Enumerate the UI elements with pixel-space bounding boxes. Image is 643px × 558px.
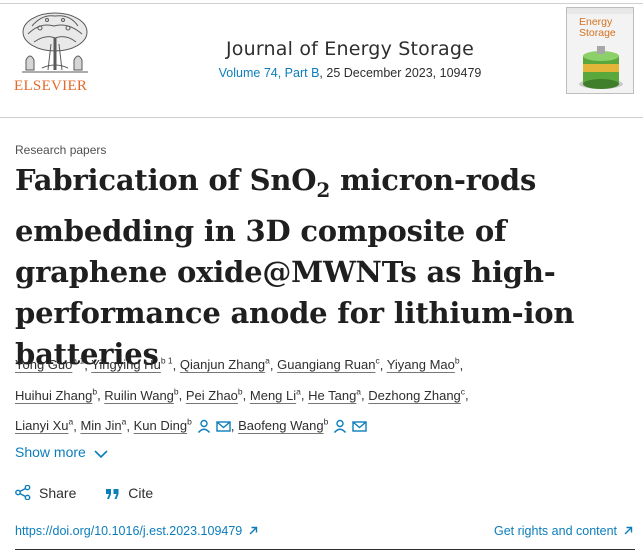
journal-meta: Volume 74, Part B, 25 December 2023, 109…: [160, 66, 540, 80]
author-name[interactable]: Guangiang Ruan: [277, 357, 376, 373]
chevron-down-icon: [94, 450, 108, 459]
quote-icon: [106, 489, 119, 499]
cover-title-line1: Energy: [579, 16, 613, 28]
author-affiliation: a: [356, 386, 362, 397]
volume-link[interactable]: Volume 74, Part B: [218, 66, 320, 80]
author-affiliation: a: [296, 386, 301, 397]
author-affiliation: b: [454, 356, 460, 366]
author-item: Min Jina: [80, 416, 127, 433]
journal-header: ELSEVIER Journal of Energy Storage Volum…: [0, 0, 643, 118]
footer-divider: [15, 549, 635, 550]
person-icon[interactable]: [333, 419, 347, 433]
author-item: Qianjun Zhanga: [179, 356, 270, 373]
journal-title[interactable]: Journal of Energy Storage: [225, 38, 474, 60]
author-item: Yong Guoa 1: [15, 356, 85, 373]
author-affiliation: b: [237, 386, 243, 397]
author-name[interactable]: Pei Zhao: [185, 387, 238, 403]
author-affiliation: c: [460, 386, 466, 397]
author-item: Yingying Hub 1: [91, 356, 173, 373]
author-affiliation: a 1: [72, 356, 85, 366]
author-affiliation: b: [92, 386, 98, 397]
article-actions: Share Cite: [15, 484, 178, 501]
author-affiliation: a: [121, 416, 127, 427]
author-affiliation: a: [68, 416, 74, 427]
author-name[interactable]: Baofeng Wang: [238, 417, 324, 433]
battery-cover-art: [579, 46, 623, 89]
author-affiliation: a: [265, 356, 270, 366]
author-name[interactable]: He Tang: [308, 387, 357, 403]
author-name[interactable]: Meng Li: [249, 387, 297, 403]
author-name[interactable]: Kun Ding: [133, 417, 188, 433]
author-item: Kun Dingb: [133, 416, 231, 433]
elsevier-tree-logo[interactable]: [12, 8, 98, 100]
header-bottom-divider: [0, 117, 643, 118]
cite-label: Cite: [128, 485, 154, 501]
author-affiliation: b 1: [160, 356, 173, 366]
share-label: Share: [39, 485, 77, 501]
author-name[interactable]: Yingying Hu: [91, 357, 161, 373]
issue-date: , 25 December 2023, 109479: [319, 66, 482, 80]
author-item: Pei Zhaob: [185, 386, 243, 403]
show-more-button[interactable]: Show more: [15, 444, 108, 460]
share-icon: [15, 484, 31, 501]
article-section-label: Research papers: [15, 143, 107, 157]
author-name[interactable]: Huihui Zhang: [15, 387, 93, 403]
cover-title: Energy Storage: [579, 17, 616, 39]
journal-info: Journal of Energy Storage Volume 74, Par…: [160, 38, 540, 80]
author-name[interactable]: Yong Guo: [15, 357, 73, 373]
author-affiliation: b: [323, 416, 329, 427]
external-link-icon: [249, 526, 258, 535]
author-item: Guangiang Ruanc: [277, 356, 380, 373]
author-name[interactable]: Yiyang Mao: [386, 357, 455, 373]
tree-logo-icon: [22, 12, 88, 73]
cover-title-line2: Storage: [579, 27, 616, 39]
cite-button[interactable]: Cite: [105, 485, 153, 501]
author-item: Huihui Zhangb: [15, 386, 98, 403]
title-part1: Fabrication of SnO: [15, 163, 317, 197]
mail-icon[interactable]: [352, 420, 368, 433]
person-icon[interactable]: [197, 419, 211, 433]
author-name[interactable]: Min Jin: [80, 417, 122, 433]
author-item: Lianyi Xua: [15, 416, 74, 433]
doi-link[interactable]: https://doi.org/10.1016/j.est.2023.10947…: [15, 524, 258, 538]
author-item: He Tanga: [308, 386, 362, 403]
rights-link[interactable]: Get rights and content: [494, 524, 633, 538]
author-item: Yiyang Maob: [386, 356, 460, 373]
rights-text: Get rights and content: [494, 524, 617, 538]
author-affiliation: c: [375, 356, 380, 366]
author-name[interactable]: Qianjun Zhang: [179, 357, 266, 373]
show-more-label: Show more: [15, 444, 86, 460]
title-part2: micron-rods embedding in 3D composite of…: [15, 163, 575, 371]
author-affiliation: b: [187, 416, 192, 427]
author-name[interactable]: Ruilin Wang: [104, 387, 174, 403]
share-button[interactable]: Share: [15, 484, 77, 501]
author-item: Baofeng Wangb: [238, 416, 368, 433]
cover-top-band: [567, 8, 633, 14]
journal-cover-thumbnail[interactable]: Energy Storage: [566, 7, 634, 94]
header-top-divider: [0, 3, 643, 4]
doi-text: https://doi.org/10.1016/j.est.2023.10947…: [15, 524, 243, 538]
publisher-name: ELSEVIER: [14, 78, 88, 94]
author-item: Dezhong Zhangc: [368, 386, 466, 403]
author-item: Ruilin Wangb: [104, 386, 179, 403]
author-name[interactable]: Lianyi Xu: [15, 417, 69, 433]
article-title: Fabrication of SnO2 micron-rods embeddin…: [15, 160, 630, 375]
title-subscript: 2: [316, 177, 331, 202]
author-name[interactable]: Dezhong Zhang: [368, 387, 461, 403]
author-affiliation: b: [173, 386, 179, 397]
author-list: Yong Guoa 1, Yingying Hub 1, Qianjun Zha…: [15, 356, 469, 433]
external-link-icon: [624, 526, 633, 535]
mail-icon[interactable]: [216, 420, 231, 433]
author-item: Meng Lia: [249, 386, 301, 403]
